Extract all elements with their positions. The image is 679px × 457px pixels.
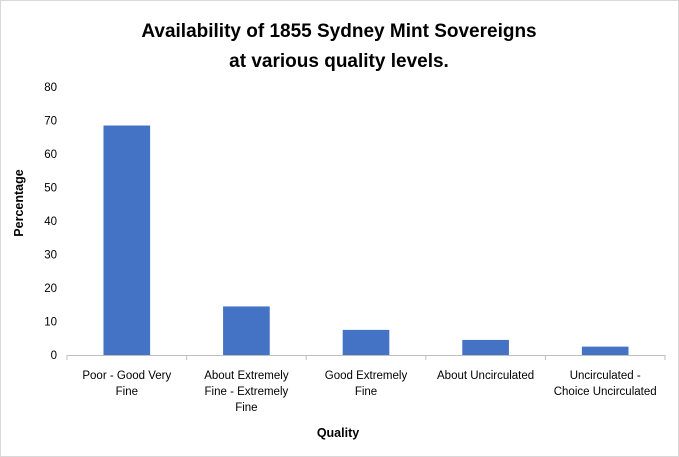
bar	[103, 125, 151, 356]
y-tick-label: 10	[44, 317, 57, 329]
y-tick-label: 40	[44, 216, 57, 228]
x-axis-ticks: Poor - Good Very Fine About Extremely Fine …	[66, 355, 666, 414]
x-tick-label-line: Poor - Good Very	[82, 370, 171, 382]
x-tick-label-line: Fine	[235, 402, 257, 414]
x-tick-label-line: Fine - Extremely	[205, 386, 289, 398]
x-tick-label-line: Uncirculated -	[570, 370, 641, 382]
y-axis-title: Percentage	[12, 169, 26, 236]
bar	[223, 306, 270, 355]
y-tick-label: 20	[44, 283, 57, 295]
x-axis-title: Quality	[317, 426, 359, 440]
bar	[342, 329, 390, 355]
x-tick-label-line: About Extremely	[204, 370, 289, 382]
y-tick-label: 70	[44, 116, 57, 128]
y-tick-label: 30	[44, 250, 57, 262]
x-tick-label-line: Choice Uncirculated	[554, 386, 657, 398]
bar	[581, 346, 629, 355]
y-tick-label: 0	[51, 350, 57, 362]
x-tick-label: Uncirculated - Choice Uncirculated	[554, 370, 657, 398]
x-tick-label-line: Fine	[116, 386, 138, 398]
y-tick-label: 80	[44, 82, 57, 94]
x-tick-label-line: Good Extremely	[325, 370, 408, 382]
y-axis-ticks: 0 10 20 30 40 50 60 70 80	[44, 82, 57, 362]
bar	[462, 339, 509, 355]
chart-title-line-2: at various quality levels.	[229, 51, 449, 72]
x-tick-label-line: Fine	[355, 386, 377, 398]
bars	[103, 125, 629, 356]
y-tick-label: 50	[44, 183, 57, 195]
x-tick-label: About Extremely Fine - Extremely Fine	[204, 370, 289, 414]
x-tick-label: About Uncirculated	[437, 370, 534, 382]
y-tick-label: 60	[44, 149, 57, 161]
x-tick-label: Good Extremely Fine	[325, 370, 408, 398]
chart-title-line-1: Availability of 1855 Sydney Mint Soverei…	[141, 21, 536, 42]
x-tick-label-line: About Uncirculated	[437, 370, 534, 382]
x-tick-label: Poor - Good Very Fine	[82, 370, 171, 398]
